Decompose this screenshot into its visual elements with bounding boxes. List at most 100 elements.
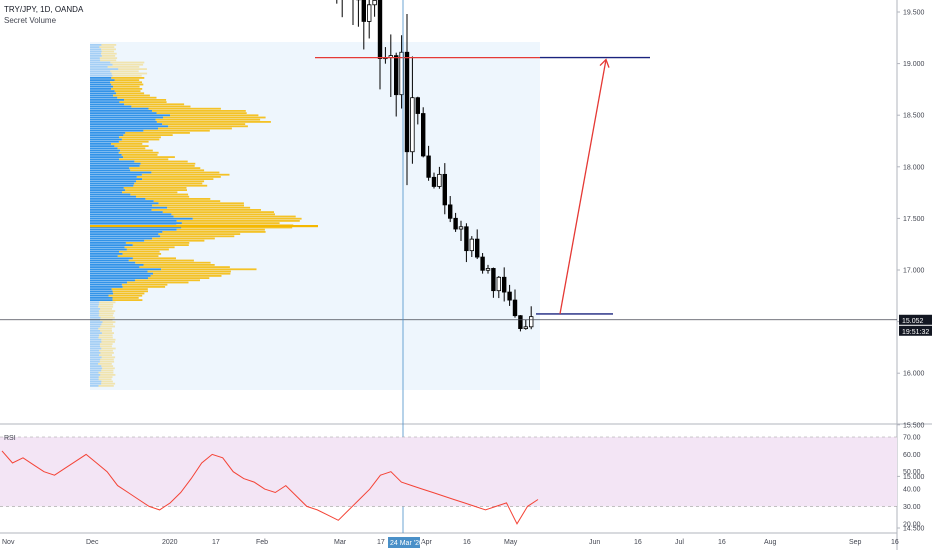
candle-body[interactable] <box>431 176 437 187</box>
volume-profile-bar-buy <box>90 204 153 207</box>
candle-body[interactable] <box>372 0 377 6</box>
candle-body[interactable] <box>512 299 518 317</box>
volume-profile-bar-buy <box>90 206 168 209</box>
candle-body[interactable] <box>361 0 366 22</box>
candle-body[interactable] <box>393 55 399 96</box>
candle-body[interactable] <box>458 226 464 230</box>
candle-body[interactable] <box>437 173 442 187</box>
volume-profile-bar-buy <box>90 96 118 99</box>
price-axis-label: 18.000 <box>903 164 925 171</box>
volume-profile-bar-sell <box>181 222 280 224</box>
volume-profile-bar-sell <box>162 211 274 213</box>
volume-profile-bar-sell <box>136 176 221 178</box>
volume-profile-bar-buy <box>90 294 109 297</box>
volume-profile-bar-buy <box>90 349 100 352</box>
candle-body[interactable] <box>447 204 453 219</box>
volume-profile-bar-sell <box>101 48 116 51</box>
volume-profile-bar-buy <box>90 151 119 154</box>
candle-body[interactable] <box>377 0 383 59</box>
candle-body[interactable] <box>426 155 431 178</box>
candle-body[interactable] <box>453 217 458 230</box>
candle-body[interactable] <box>480 256 485 271</box>
volume-profile-bar-buy <box>90 209 152 211</box>
time-axis-label: Feb <box>256 539 268 546</box>
volume-profile-bar-buy <box>90 380 102 383</box>
volume-profile-bar-sell <box>158 127 232 130</box>
candle-body[interactable] <box>485 268 491 271</box>
volume-profile-bar-sell <box>124 99 167 101</box>
price-axis-label: 14.500 <box>903 526 925 533</box>
candle-body[interactable] <box>518 315 523 329</box>
volume-profile-bar-sell <box>100 325 115 328</box>
volume-profile-bar-buy <box>90 330 101 332</box>
volume-profile-bar-sell <box>101 347 116 350</box>
volume-profile-bar-sell <box>167 206 251 209</box>
volume-profile-bar-buy <box>90 121 157 123</box>
volume-profile-bar-sell <box>151 209 261 211</box>
volume-profile-bar-sell <box>101 332 114 334</box>
volume-profile-bar-buy <box>90 385 99 387</box>
volume-profile-bar-sell <box>100 358 114 361</box>
volume-profile-bar-buy <box>90 125 169 128</box>
candle-body[interactable] <box>507 291 512 301</box>
volume-profile-bar-sell <box>99 301 116 304</box>
volume-profile-bar-buy <box>90 107 149 110</box>
volume-profile-bar-buy <box>90 354 99 356</box>
volume-profile-bar-sell <box>116 92 145 95</box>
price-axis-label: 17.000 <box>903 268 925 275</box>
candle-body[interactable] <box>501 276 507 293</box>
candle-body[interactable] <box>496 276 501 292</box>
current-price-badge <box>899 314 932 325</box>
candle-body[interactable] <box>415 97 420 114</box>
time-axis-label: 16 <box>634 539 642 546</box>
volume-profile-bar-sell <box>125 189 187 191</box>
volume-profile-bar-buy <box>90 323 102 326</box>
candle-body[interactable] <box>420 113 426 157</box>
volume-profile-bar-sell <box>98 371 114 374</box>
time-axis-label: Jul <box>675 539 684 546</box>
volume-profile-bar-sell <box>132 244 189 246</box>
volume-profile-bar-buy <box>90 143 112 145</box>
volume-profile-bar-sell <box>123 187 187 189</box>
volume-profile-bar-sell <box>152 237 215 240</box>
price-axis-label: 17.500 <box>903 216 925 223</box>
candle-body[interactable] <box>442 173 447 206</box>
volume-profile-bar-buy <box>90 202 159 205</box>
volume-profile-bar-sell <box>124 246 175 249</box>
candle-body[interactable] <box>404 51 410 153</box>
candle-body[interactable] <box>474 238 480 258</box>
volume-profile-bar-buy <box>90 246 125 249</box>
current-price-label: 15.052 <box>902 318 924 325</box>
volume-profile-bar-sell <box>111 72 148 75</box>
time-axis-label: May <box>504 539 518 546</box>
volume-profile-bar-sell <box>114 79 140 81</box>
volume-profile-bar-buy <box>90 169 131 172</box>
volume-profile-bar-buy <box>90 134 124 136</box>
candle-body[interactable] <box>410 97 415 153</box>
rsi-band <box>0 437 897 507</box>
volume-profile-bar-sell <box>100 345 112 348</box>
candle-body[interactable] <box>529 316 534 328</box>
volume-profile-bar-buy <box>90 217 193 220</box>
volume-profile-bar-buy <box>90 184 134 187</box>
volume-profile-bar-sell <box>119 250 160 253</box>
candle-body[interactable] <box>464 226 469 252</box>
volume-profile-bar-sell <box>118 68 147 70</box>
volume-profile-bar-buy <box>90 272 153 275</box>
volume-profile-bar-sell <box>114 145 149 147</box>
volume-profile-bar-sell <box>158 233 241 235</box>
candle-body[interactable] <box>366 4 372 22</box>
volume-profile-bar-sell <box>111 288 148 290</box>
price-axis-label: 19.500 <box>903 10 925 17</box>
candle-body[interactable] <box>523 326 528 329</box>
volume-profile-bar-buy <box>90 70 111 73</box>
candle-body[interactable] <box>469 238 474 252</box>
rsi-axis-label: 50.00 <box>903 469 921 476</box>
volume-profile-bar-buy <box>90 266 140 268</box>
volume-profile-bar-sell <box>98 385 114 387</box>
volume-profile-bar-sell <box>162 123 246 125</box>
volume-profile-bar-sell <box>171 213 275 216</box>
candle-body[interactable] <box>491 268 496 292</box>
